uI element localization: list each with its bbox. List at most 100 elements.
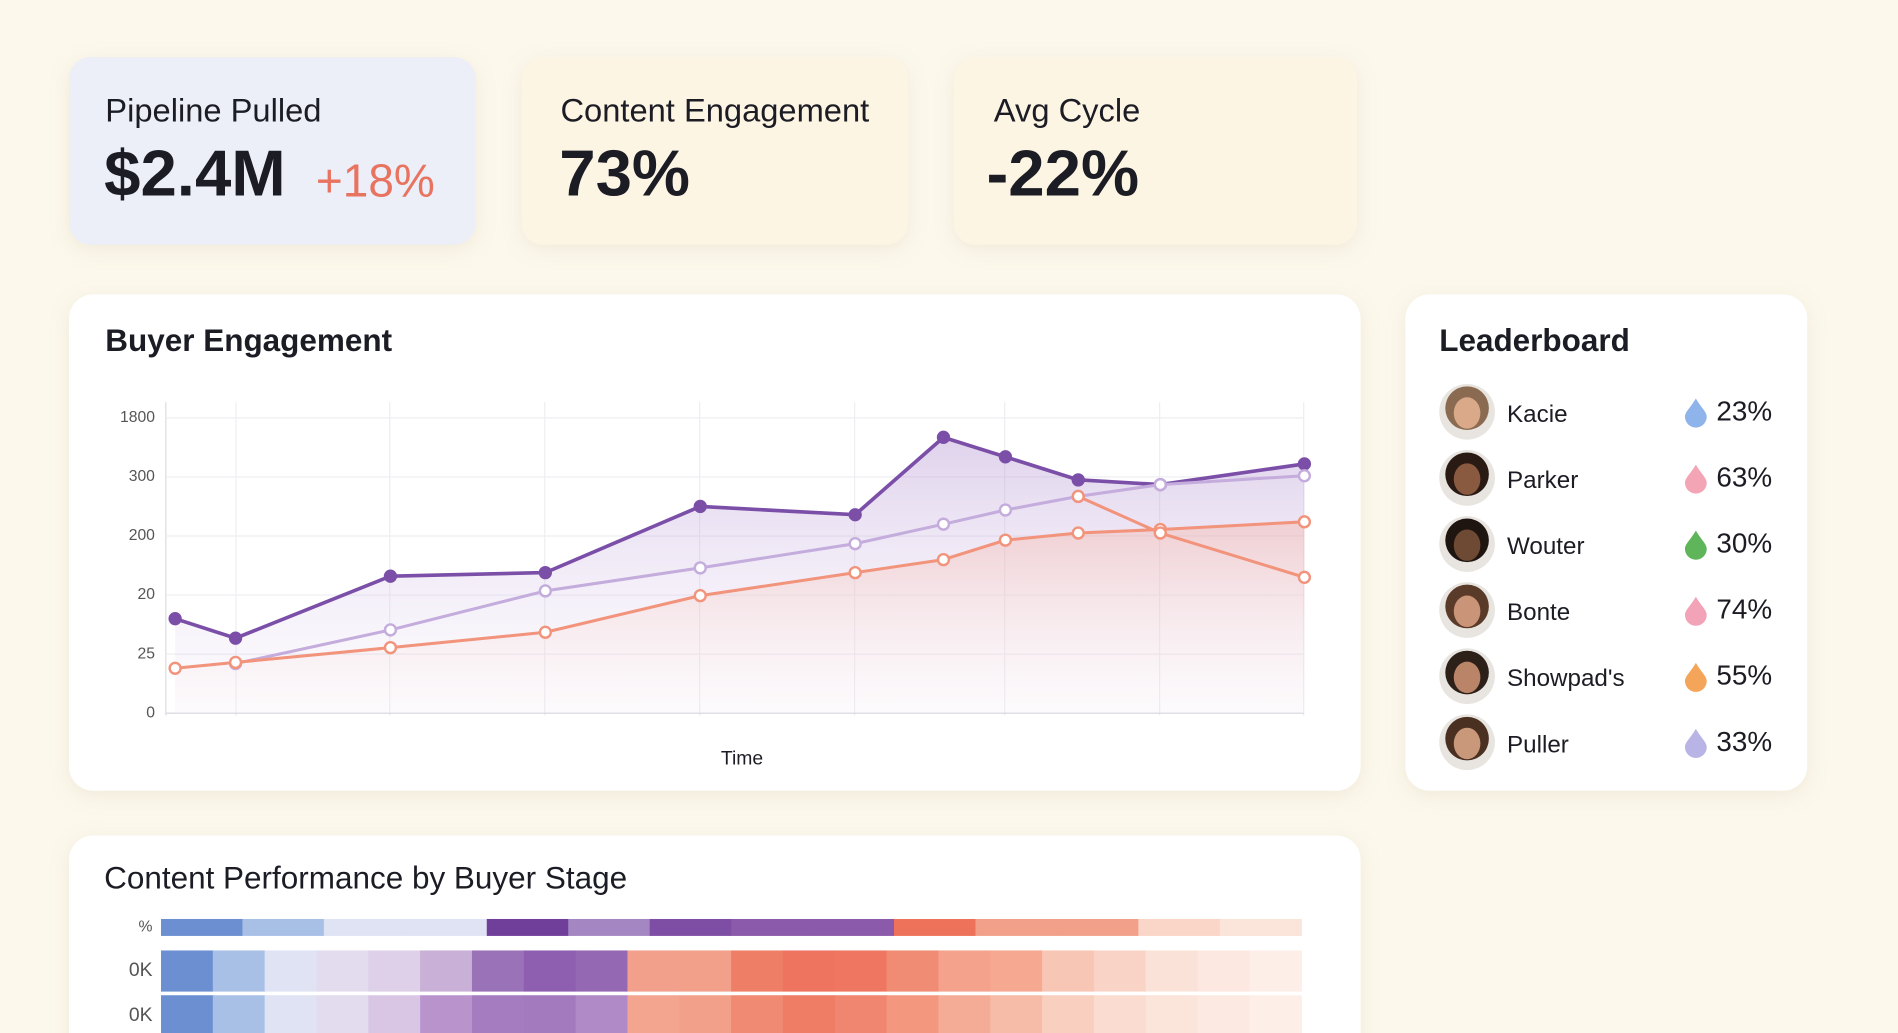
heatmap-cell — [575, 950, 629, 992]
heatmap-cell — [1093, 950, 1147, 992]
point — [693, 588, 707, 603]
heatmap-cell — [316, 995, 369, 1033]
heatmap-cell — [486, 918, 569, 936]
point — [1297, 515, 1312, 529]
point — [998, 533, 1013, 547]
leader-icon — [1684, 728, 1707, 758]
heatmap-cell — [405, 918, 488, 936]
leader-icon — [1684, 596, 1707, 626]
heatmap-row-label: 0K — [129, 1004, 153, 1026]
heatmap-cell — [368, 995, 421, 1033]
point — [693, 561, 707, 575]
chart-title: Buyer Engagement — [105, 323, 392, 358]
point — [848, 508, 862, 522]
point — [383, 623, 398, 637]
y-tick-label: 300 — [129, 468, 155, 485]
heatmap-cell — [782, 950, 836, 992]
heatmap-cell — [160, 995, 214, 1033]
heatmap-cell — [990, 950, 1043, 992]
avatar-face — [1453, 529, 1481, 561]
leader-name: Wouter — [1507, 533, 1585, 560]
heatmap-cell — [160, 918, 244, 936]
point — [383, 569, 398, 583]
leader-icon — [1684, 530, 1707, 560]
leader-share: 23% — [1716, 395, 1772, 426]
heatmap-cell — [731, 950, 784, 992]
heatmap-cell — [886, 950, 940, 992]
point — [1153, 477, 1167, 492]
heatmap-cell — [627, 995, 680, 1033]
avatar-face — [1453, 463, 1481, 495]
heatmap-cell — [731, 918, 814, 936]
heatmap-cell — [731, 995, 784, 1033]
point — [998, 450, 1013, 464]
kpi-card — [68, 57, 476, 245]
heatmap-row-label: 0K — [129, 959, 153, 981]
point — [1153, 526, 1167, 540]
kpi-value: -22% — [987, 136, 1140, 209]
leaderboard-title: Leaderboard — [1439, 323, 1630, 358]
avatar-face — [1453, 727, 1481, 760]
heatmap-cell — [975, 918, 1058, 936]
y-tick-label: 0 — [146, 704, 155, 721]
point — [1071, 473, 1085, 487]
avatar-face — [1453, 595, 1481, 628]
heatmap-cell — [894, 918, 977, 936]
leader-icon — [1684, 662, 1707, 692]
heatmap-cell — [938, 995, 991, 1033]
x-axis-label: Time — [721, 747, 763, 769]
point — [168, 612, 182, 626]
leader-icon — [1684, 398, 1707, 428]
leader-share: 30% — [1716, 528, 1772, 559]
heatmap-cell — [812, 918, 895, 936]
heatmap-cell — [1219, 918, 1302, 936]
heatmap-cell — [1249, 950, 1302, 992]
heatmap-cell — [1138, 918, 1221, 936]
point — [168, 661, 182, 675]
heatmap-cell — [938, 950, 991, 992]
heatmap-cell — [242, 918, 325, 936]
point — [848, 537, 862, 551]
heatmap-cell — [1197, 995, 1251, 1033]
point — [1297, 457, 1312, 471]
heatmap-cell — [575, 995, 629, 1033]
plot: 0 25 20 200 300 1800 — [120, 402, 1312, 721]
kpi-label: Avg Cycle — [994, 91, 1140, 128]
leader-name: Bonte — [1507, 599, 1570, 626]
heatmap-cell — [568, 918, 651, 936]
heatmap-title: Content Performance by Buyer Stage — [104, 861, 627, 896]
point — [1297, 570, 1312, 584]
point — [228, 655, 243, 670]
heatmap-cell — [1249, 995, 1302, 1033]
point — [936, 430, 951, 444]
y-tick-label: 25 — [137, 645, 155, 662]
point — [936, 552, 951, 567]
heatmap-cell — [264, 995, 318, 1033]
point — [848, 565, 862, 580]
heatmap-cell — [471, 950, 525, 992]
heatmap-cell — [368, 950, 421, 992]
heatmap-cell — [990, 995, 1043, 1033]
y-tick-label: 200 — [129, 527, 155, 544]
heatmap-cell — [886, 995, 940, 1033]
heatmap-cell — [782, 995, 836, 1033]
heatmap-cell — [834, 950, 888, 992]
avatar-face — [1453, 661, 1481, 694]
heatmap-cell — [323, 918, 406, 936]
kpi-value: $2.4M — [104, 136, 286, 209]
heatmap-cell — [212, 995, 266, 1033]
kpi-label: Content Engagement — [560, 91, 869, 128]
kpi-card — [521, 57, 908, 245]
point — [228, 631, 243, 645]
heatmap-cell — [1197, 950, 1251, 992]
leader-share: 74% — [1716, 594, 1772, 625]
heatmap-cell — [212, 950, 266, 992]
point — [1071, 489, 1085, 504]
point — [538, 565, 553, 580]
heatmap-cell — [264, 950, 318, 992]
point — [693, 499, 707, 514]
heatmap-cell — [160, 950, 214, 992]
kpi-value: 73% — [559, 136, 690, 209]
leader-share: 63% — [1716, 461, 1772, 492]
